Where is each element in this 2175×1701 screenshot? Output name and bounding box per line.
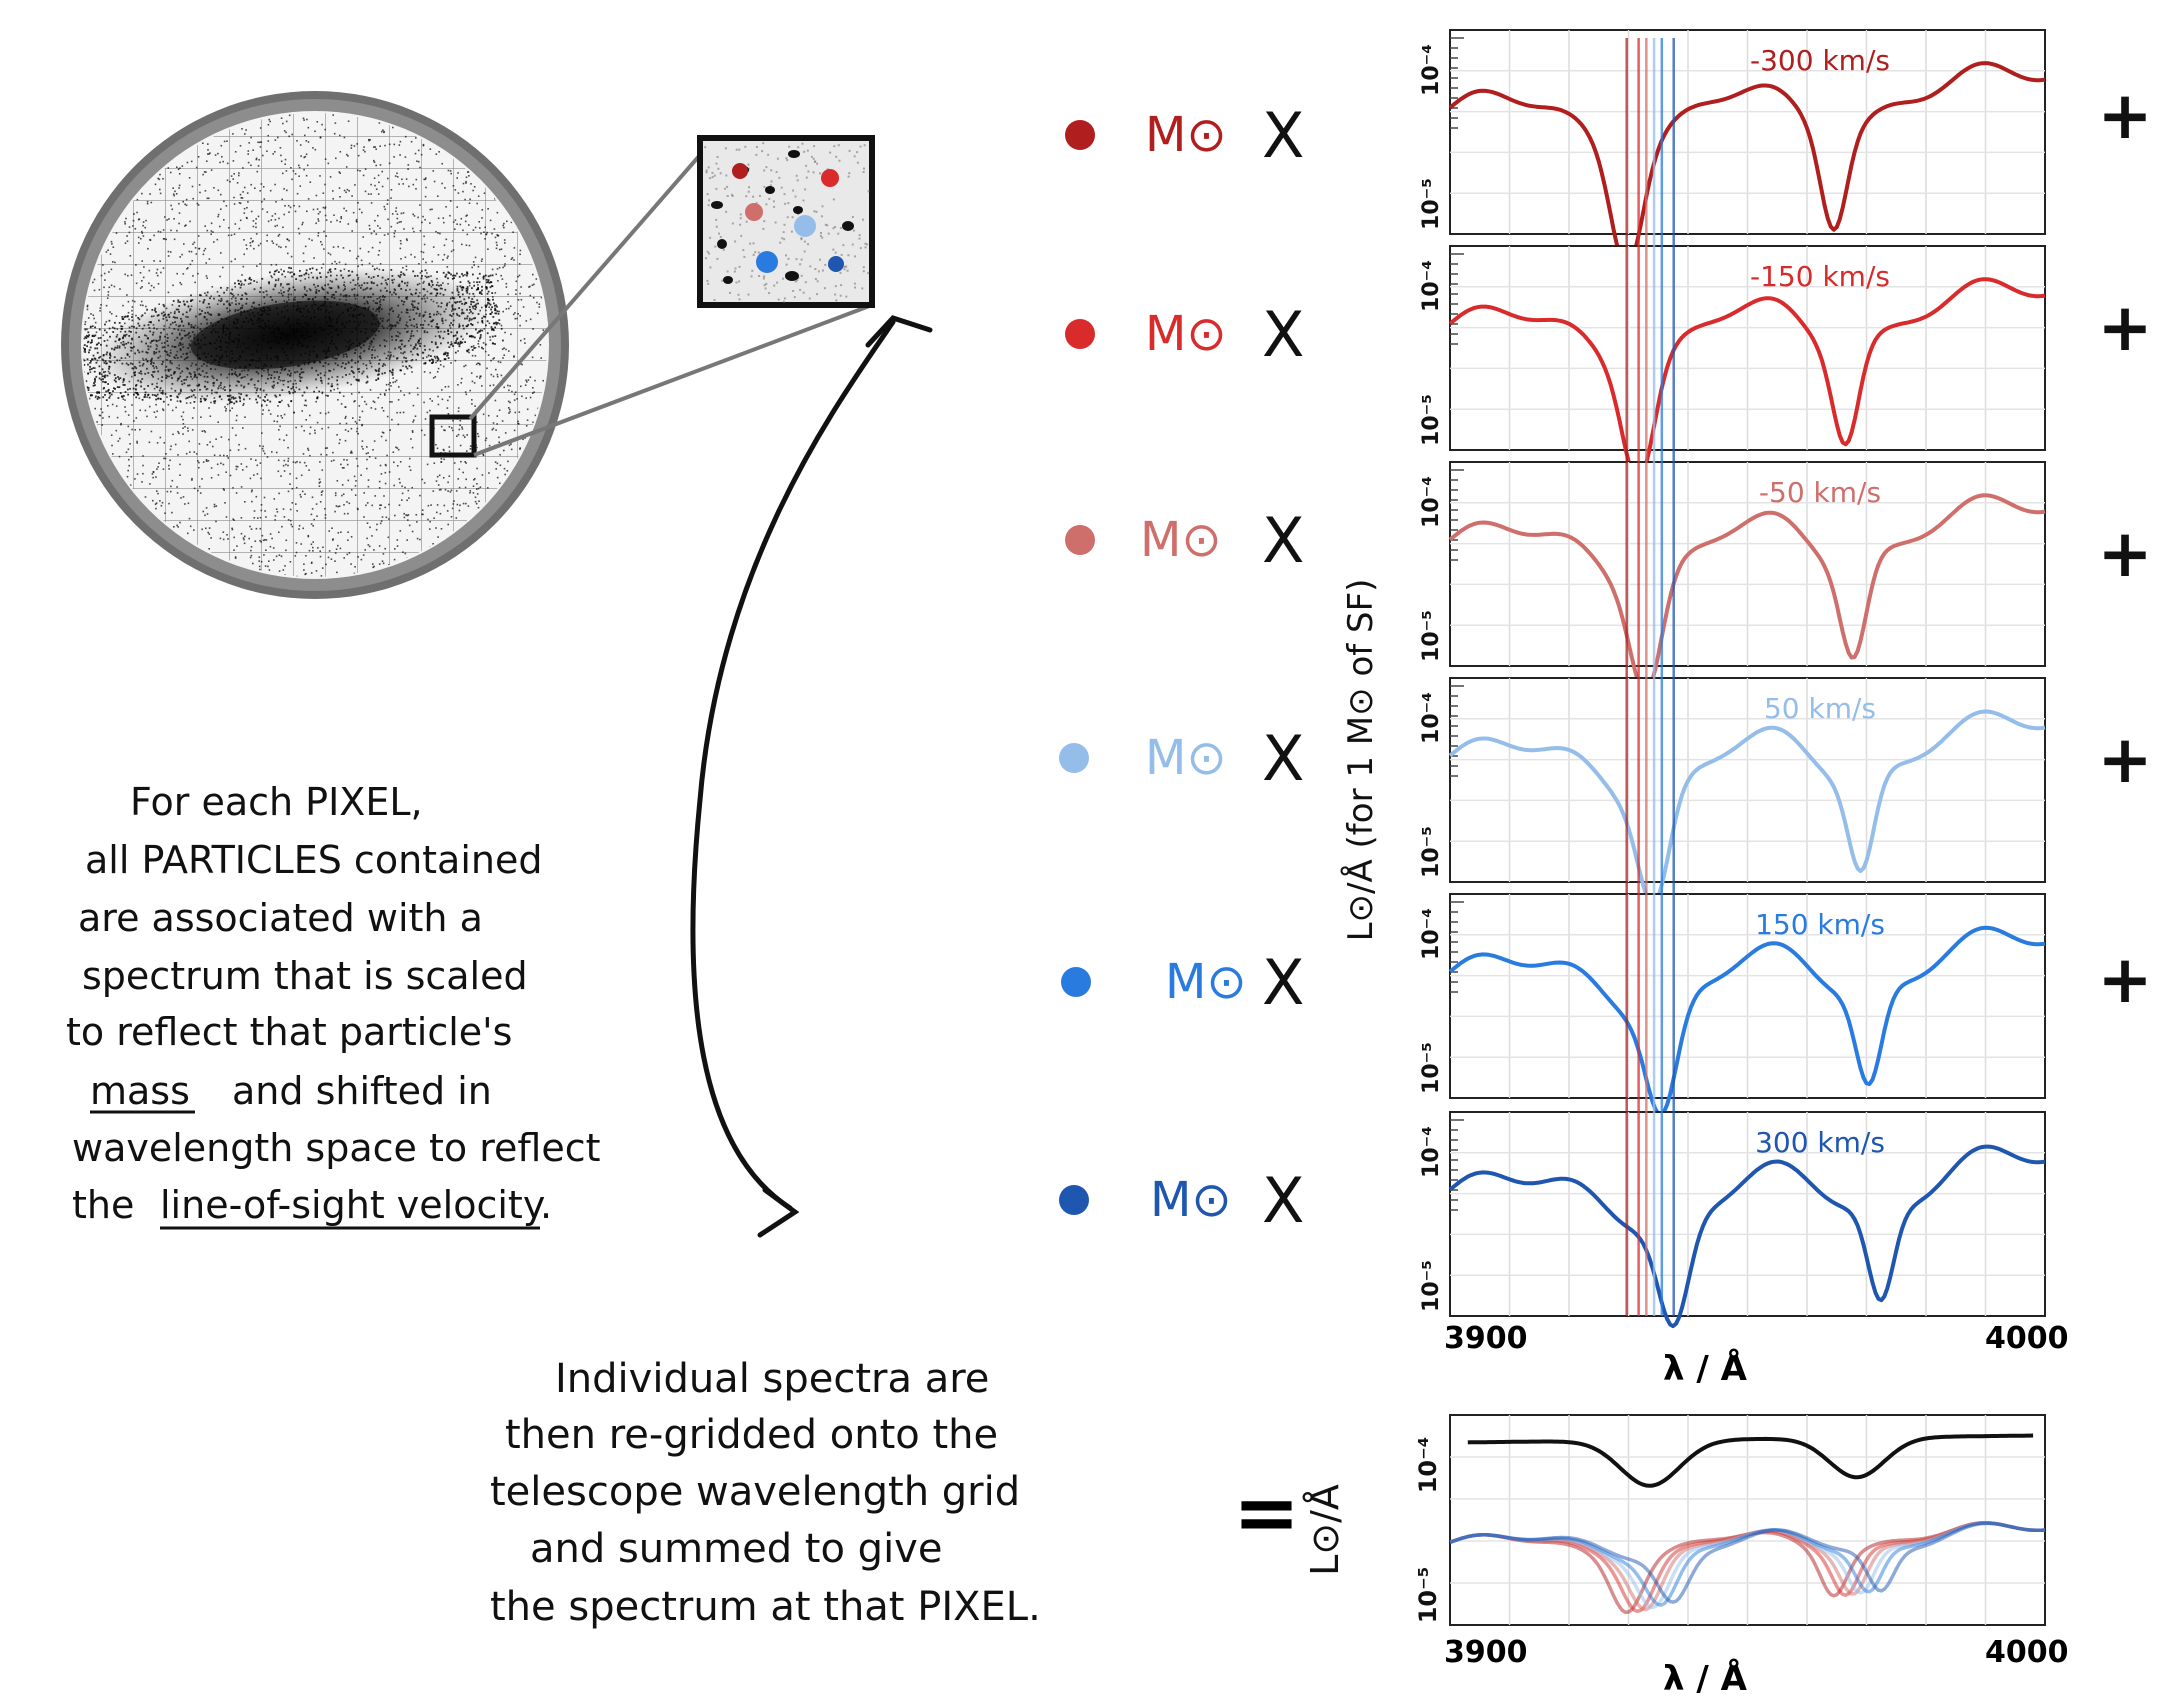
svg-text:spectrum that is scaled: spectrum that is scaled	[82, 954, 528, 998]
svg-text:the spectrum at that PIXEL.: the spectrum at that PIXEL.	[490, 1584, 1041, 1630]
plus-sign-1: +	[2097, 77, 2152, 154]
mass-dot-v300	[1059, 1185, 1089, 1215]
bottom-description: Individual spectra are then re-gridded o…	[490, 1356, 1041, 1630]
svg-text:are associated with a: are associated with a	[78, 896, 483, 940]
times-sign-v50: X	[1262, 722, 1304, 795]
particle-v150	[756, 251, 778, 273]
svg-text:Individual spectra are: Individual spectra are	[555, 1356, 989, 1402]
spectrum-line-v300	[1448, 1144, 2046, 1329]
spectra-stack: -300 km/s10⁻⁴10⁻⁵-150 km/s10⁻⁴10⁻⁵-50 km…	[1419, 29, 2046, 1329]
velocity-label-v150: 150 km/s	[1755, 908, 1885, 941]
line-center-markers	[1625, 38, 1675, 1316]
plus-sign-5: +	[2097, 941, 2152, 1018]
spectrum-panel-v-300: -300 km/s 10⁻⁴ 10⁻⁵	[1419, 29, 2046, 270]
ytick-top-v300: 10⁻⁴	[1419, 1126, 1444, 1178]
ytick-bottom-v50: 10⁻⁵	[1419, 826, 1444, 878]
particle-v-300	[732, 163, 748, 179]
pixel-marker	[429, 414, 477, 458]
svg-text:then re-gridded onto the: then re-gridded onto the	[505, 1412, 998, 1458]
mass-word: mass	[90, 1069, 190, 1113]
svg-text:For each PIXEL,: For each PIXEL,	[130, 780, 423, 824]
msun-label-v-50: M⊙	[1140, 512, 1222, 568]
mass-dot-v150	[1061, 967, 1091, 997]
stack-xtick-4000: 4000	[1985, 1321, 2069, 1356]
spectrum-panel-v50: 50 km/s 10⁻⁴ 10⁻⁵	[1419, 677, 2046, 907]
plus-column: + + + + +	[2097, 77, 2152, 1018]
times-sign-v-300: X	[1262, 99, 1304, 172]
velocity-label-v300: 300 km/s	[1755, 1126, 1885, 1159]
svg-text:and summed to give: and summed to give	[530, 1526, 942, 1572]
spectrum-line-v-300	[1448, 61, 2046, 270]
spectrum-line-v150	[1448, 925, 2046, 1117]
velocity-label-v-150: -150 km/s	[1750, 260, 1890, 293]
msun-label-v-300: M⊙	[1145, 107, 1227, 163]
plus-sign-4: +	[2097, 721, 2152, 798]
velocity-label-v50: 50 km/s	[1764, 692, 1876, 725]
svg-text:.: .	[540, 1183, 552, 1227]
mass-dot-v50	[1059, 743, 1089, 773]
mass-dot-v-150	[1065, 319, 1095, 349]
sum-xtick-3900: 3900	[1444, 1635, 1528, 1670]
particle-v50	[794, 215, 816, 237]
sum-ytick-bottom: 10⁻⁵	[1414, 1567, 1442, 1624]
sum-xlabel: λ / Å	[1663, 1658, 1748, 1699]
particle-v-150	[821, 169, 839, 187]
stack-xlabel: λ / Å	[1663, 1348, 1748, 1389]
velocity-label-v-300: -300 km/s	[1750, 44, 1890, 77]
sum-xtick-4000: 4000	[1985, 1635, 2069, 1670]
sum-ytick-top: 10⁻⁴	[1414, 1437, 1442, 1494]
spectrum-panel-v300: 300 km/s 10⁻⁴ 10⁻⁵	[1419, 1111, 2046, 1329]
sum-spectrum-line	[1467, 1433, 2034, 1488]
msun-label-v150: M⊙	[1165, 954, 1247, 1010]
svg-text:the: the	[72, 1183, 134, 1227]
ytick-bottom-v-300: 10⁻⁵	[1419, 178, 1444, 230]
left-description: For each PIXEL, all PARTICLES contained …	[66, 780, 601, 1230]
times-sign-v-50: X	[1262, 504, 1304, 577]
times-sign-v150: X	[1262, 946, 1304, 1019]
spectrum-line-v-150	[1448, 277, 2046, 483]
stack-xtick-3900: 3900	[1444, 1321, 1528, 1356]
times-sign-v300: X	[1262, 1164, 1304, 1237]
particle-v-50	[745, 203, 763, 221]
plus-sign-2: +	[2097, 289, 2152, 366]
galaxy-image	[61, 91, 569, 599]
mass-dot-v-300	[1065, 120, 1095, 150]
zoomed-pixel	[697, 135, 875, 308]
double-arrow	[690, 315, 933, 1238]
sum-ylabel: L⊙/Å	[1303, 1484, 1347, 1576]
ytick-bottom-v300: 10⁻⁵	[1419, 1260, 1444, 1312]
times-sign-v-150: X	[1262, 298, 1304, 371]
spectrum-panel-v-150: -150 km/s 10⁻⁴ 10⁻⁵	[1419, 245, 2046, 483]
spectrum-panel-v150: 150 km/s 10⁻⁴ 10⁻⁵	[1419, 893, 2046, 1117]
spectrum-line-v-50	[1448, 493, 2046, 695]
velocity-label-v-50: -50 km/s	[1759, 476, 1881, 509]
svg-text:telescope wavelength grid: telescope wavelength grid	[490, 1469, 1020, 1515]
svg-text:all PARTICLES contained: all PARTICLES contained	[85, 838, 542, 882]
stack-ylabel: L⊙/Å (for 1 M⊙ of SF)	[1340, 579, 1381, 942]
sum-component-v300	[1449, 1521, 2046, 1604]
ytick-bottom-v-150: 10⁻⁵	[1419, 394, 1444, 446]
plus-sign-3: +	[2097, 515, 2152, 592]
svg-text:to reflect that particle's: to reflect that particle's	[66, 1010, 512, 1054]
ytick-top-v-150: 10⁻⁴	[1419, 260, 1444, 312]
ytick-bottom-v-50: 10⁻⁵	[1419, 610, 1444, 662]
equals-sign: =	[1233, 1466, 1300, 1559]
ytick-top-v-300: 10⁻⁴	[1419, 44, 1444, 96]
summed-spectrum-panel: 10⁻⁴ 10⁻⁵	[1414, 1414, 2046, 1626]
msun-label-v300: M⊙	[1150, 1172, 1232, 1228]
spectrum-panel-v-50: -50 km/s 10⁻⁴ 10⁻⁵	[1419, 461, 2046, 695]
ytick-top-v50: 10⁻⁴	[1419, 692, 1444, 744]
particle-v300	[828, 256, 844, 272]
ytick-top-v150: 10⁻⁴	[1419, 908, 1444, 960]
ytick-bottom-v150: 10⁻⁵	[1419, 1042, 1444, 1094]
svg-text:wavelength space to reflect: wavelength space to reflect	[72, 1126, 601, 1170]
los-velocity-word: line-of-sight velocity	[160, 1183, 545, 1227]
mass-scaling-column: M⊙ X M⊙ X M⊙ X M⊙ X M⊙ X M⊙ X	[1059, 99, 1304, 1237]
ytick-top-v-50: 10⁻⁴	[1419, 476, 1444, 528]
spectrum-line-v50	[1448, 709, 2046, 907]
msun-label-v50: M⊙	[1145, 730, 1227, 786]
msun-label-v-150: M⊙	[1145, 306, 1227, 362]
mass-dot-v-50	[1065, 525, 1095, 555]
svg-text:and shifted in: and shifted in	[232, 1069, 492, 1113]
